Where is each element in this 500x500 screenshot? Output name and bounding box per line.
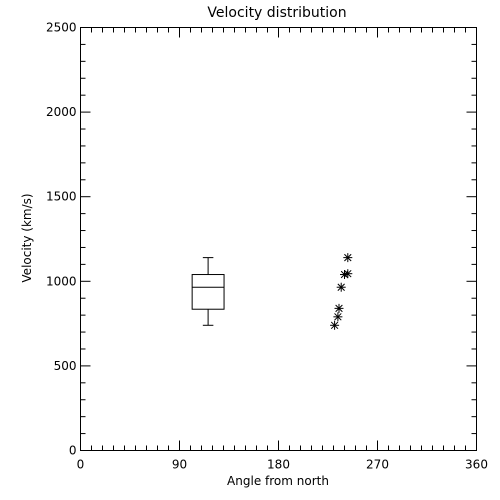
plot-frame: [80, 27, 477, 451]
y-tick-label: 500: [54, 359, 77, 373]
data-point: [336, 282, 346, 292]
y-tick-label: 1500: [46, 190, 77, 204]
x-tick-label: 0: [77, 458, 85, 472]
boxplot: [191, 257, 225, 326]
y-tick-label: 0: [69, 444, 77, 458]
x-tick-label: 180: [267, 458, 290, 472]
box-iqr: [191, 274, 225, 310]
data-point-stroke: [334, 313, 342, 321]
data-point: [330, 320, 340, 330]
data-point: [343, 253, 353, 263]
data-point-stroke: [344, 269, 352, 278]
x-axis-label: Angle from north: [227, 474, 329, 488]
axis-ticks: [80, 27, 477, 451]
data-point-stroke: [344, 253, 352, 262]
data-point: [343, 269, 353, 279]
chart-title: Velocity distribution: [207, 5, 346, 21]
data-point-stroke: [335, 304, 343, 313]
x-tick-label: 270: [366, 458, 389, 472]
scatter-points: [330, 253, 353, 330]
x-tick-label: 360: [465, 458, 488, 472]
data-point-stroke: [330, 321, 339, 330]
axis-tick-labels: 0 90 180 270 360 0 500 1000 1500 2000 2500: [46, 21, 488, 472]
data-point: [334, 303, 344, 313]
x-tick-label: 90: [172, 458, 187, 472]
data-point: [333, 312, 343, 322]
y-tick-label: 2000: [46, 105, 77, 119]
y-tick-label: 2500: [46, 21, 77, 35]
y-axis-label: Velocity (km/s): [20, 193, 34, 282]
y-tick-label: 1000: [46, 274, 77, 288]
data-point-stroke: [337, 283, 345, 291]
